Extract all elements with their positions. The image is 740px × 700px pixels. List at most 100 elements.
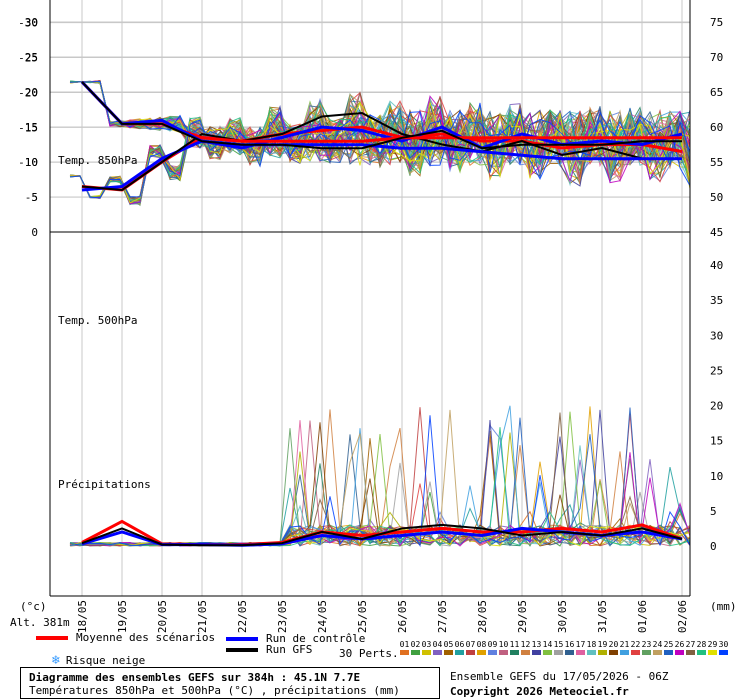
pert-swatch (510, 650, 519, 655)
pert-swatch (499, 650, 508, 655)
pert-swatch (422, 650, 431, 655)
series-line-0-2 (81, 111, 682, 192)
pert-code-27: 27 (685, 640, 696, 655)
pert-code-28: 28 (696, 640, 707, 655)
left-unit-label: (°c) (20, 600, 47, 613)
copyright: Copyright 2026 Meteociel.fr (450, 685, 629, 698)
series-line-2-2 (81, 523, 683, 547)
left-tick-label: 10 (25, 156, 38, 169)
left-tick-label: 0 (31, 226, 38, 239)
date-tick-label: 20/05 (156, 600, 169, 633)
pert-swatch (400, 650, 409, 655)
pert-code-05: 05 (443, 640, 454, 655)
pert-code-11: 11 (509, 640, 520, 655)
pert-code-04: 04 (432, 640, 443, 655)
right-tick-label: 40 (710, 259, 723, 272)
right-tick-label: 15 (710, 435, 723, 448)
pert-swatch (488, 650, 497, 655)
pert-code-30: 30 (718, 640, 729, 655)
date-tick-label: 26/05 (396, 600, 409, 633)
pert-swatch (444, 650, 453, 655)
date-tick-label: 18/05 (76, 600, 89, 633)
pert-swatch (433, 650, 442, 655)
right-tick-label: 35 (710, 294, 723, 307)
t500-panel-label: Temp. 500hPa (58, 314, 137, 327)
pert-swatch (411, 650, 420, 655)
main-series-lines (80, 80, 683, 547)
t850-panel-label: Temp. 850hPa (58, 154, 137, 167)
pert-code-22: 22 (630, 640, 641, 655)
perturbation-line (69, 405, 691, 547)
pert-code-01: 01 (399, 640, 410, 655)
perturbation-line (69, 106, 691, 204)
pert-swatch (664, 650, 673, 655)
pert-code-17: 17 (575, 640, 586, 655)
pert-swatch (675, 650, 684, 655)
perturbation-line (69, 101, 691, 204)
legend-gfs-label: Run GFS (266, 643, 313, 656)
legend-mean: Moyenne des scénarios (36, 631, 215, 644)
left-tick-label: -15 (18, 121, 38, 134)
date-tick-label: 25/05 (356, 600, 369, 633)
pert-swatch (576, 650, 585, 655)
perturbation-line (69, 101, 691, 201)
control-swatch (226, 637, 258, 641)
precip-panel-label: Précipitations (58, 478, 151, 491)
date-tick-label: 28/05 (476, 600, 489, 633)
pert-code-14: 14 (542, 640, 553, 655)
pert-swatch (466, 650, 475, 655)
pert-code-15: 15 (553, 640, 564, 655)
pert-code-18: 18 (586, 640, 597, 655)
pert-swatch (477, 650, 486, 655)
date-tick-label: 01/06 (636, 600, 649, 633)
legend-snow-label: Risque neige (65, 654, 146, 667)
date-tick-label: 23/05 (276, 600, 289, 633)
footer-title-box: Diagramme des ensembles GEFS sur 384h : … (20, 667, 440, 699)
right-tick-label: 30 (710, 329, 723, 342)
date-tick-label: 22/05 (236, 600, 249, 633)
right-tick-label: 10 (710, 470, 723, 483)
series-line-1-1 (80, 80, 682, 161)
plot-frame (49, 0, 691, 597)
pert-code-02: 02 (410, 640, 421, 655)
left-tick-label: -5 (25, 191, 38, 204)
pert-code-24: 24 (652, 640, 663, 655)
pert-swatch (719, 650, 728, 655)
pert-swatch (631, 650, 640, 655)
chart-grid (50, 0, 690, 596)
date-tick-label: 27/05 (436, 600, 449, 633)
perturbation-line (69, 102, 691, 199)
right-tick-label: 20 (710, 400, 723, 413)
pert-swatch (532, 650, 541, 655)
pert-swatch (565, 650, 574, 655)
right-tick-label: 55 (710, 156, 723, 169)
legend-gfs: Run GFS (226, 643, 312, 656)
pert-swatch (708, 650, 717, 655)
right-tick-label: 70 (710, 51, 723, 64)
footer-title: Diagramme des ensembles GEFS sur 384h : … (29, 671, 361, 684)
series-line-1-2 (81, 81, 682, 150)
left-tick-label: 15 (25, 121, 38, 134)
date-tick-label: 02/06 (676, 600, 689, 633)
left-tick-label: 20 (25, 86, 38, 99)
right-tick-label: 50 (710, 191, 723, 204)
date-tick-label: 29/05 (516, 600, 529, 633)
series-line-0-1 (81, 125, 683, 192)
pert-swatch (686, 650, 695, 655)
date-tick-label: 21/05 (196, 600, 209, 633)
pert-swatch (521, 650, 530, 655)
right-tick-label: 5 (710, 505, 717, 518)
pert-codes: 01 02 03 04 05 06 07 08 09 10 11 12 13 14 15 16 17 18 19 20… (399, 640, 731, 660)
pert-code-16: 16 (564, 640, 575, 655)
run-info: Ensemble GEFS du 17/05/2026 - 06Z (450, 670, 669, 683)
pert-code-09: 09 (487, 640, 498, 655)
pert-swatch (642, 650, 651, 655)
left-tick-label: -30 (18, 17, 38, 30)
left-tick-label: 30 (25, 16, 38, 29)
pert-swatch (697, 650, 706, 655)
perturbation-lines (69, 79, 691, 548)
left-tick-label: 25 (25, 51, 38, 64)
left-tick-label: 5 (31, 191, 38, 204)
altitude-label: Alt. 381m (10, 616, 70, 629)
date-tick-label: 30/05 (556, 600, 569, 633)
